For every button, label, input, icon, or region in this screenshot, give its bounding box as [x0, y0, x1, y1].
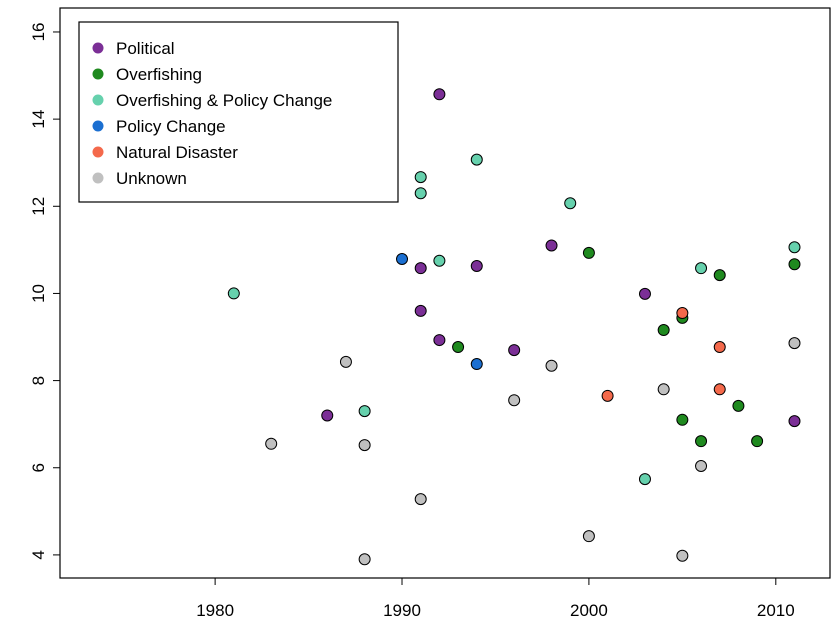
point: [732, 399, 745, 412]
point: [657, 324, 670, 337]
point: [713, 269, 726, 282]
point: [414, 304, 427, 317]
point: [433, 254, 446, 267]
point: [227, 287, 240, 300]
point: [321, 409, 334, 422]
point: [713, 383, 726, 396]
point: [414, 171, 427, 184]
point: [358, 439, 371, 452]
y-tick-label: 8: [29, 376, 48, 385]
point: [396, 253, 409, 266]
point: [695, 262, 708, 275]
legend-box: [78, 21, 399, 203]
point: [414, 493, 427, 506]
point: [788, 337, 801, 350]
legend-marker: [92, 94, 104, 106]
legend-label: Political: [116, 39, 175, 58]
point: [470, 358, 483, 371]
point: [433, 88, 446, 101]
point: [358, 405, 371, 418]
y-tick-label: 16: [29, 23, 48, 42]
y-tick-label: 4: [29, 550, 48, 559]
x-tick-label: 2010: [757, 601, 795, 620]
legend-label: Overfishing: [116, 65, 202, 84]
point: [676, 549, 689, 562]
point: [545, 239, 558, 252]
legend-label: Natural Disaster: [116, 143, 238, 162]
point: [601, 389, 614, 402]
point: [713, 341, 726, 354]
point: [414, 262, 427, 275]
legend-marker: [92, 172, 104, 184]
point: [676, 413, 689, 426]
point: [339, 355, 352, 368]
point: [508, 344, 521, 357]
x-tick-label: 1990: [383, 601, 421, 620]
point: [433, 334, 446, 347]
point: [508, 394, 521, 407]
point: [470, 259, 483, 272]
legend-label: Policy Change: [116, 117, 226, 136]
point: [788, 415, 801, 428]
point: [545, 359, 558, 372]
point: [452, 341, 465, 354]
point: [582, 530, 595, 543]
legend-marker: [92, 120, 104, 132]
point: [414, 187, 427, 200]
legend-marker: [92, 42, 104, 54]
y-tick-label: 10: [29, 284, 48, 303]
x-tick-label: 1980: [196, 601, 234, 620]
x-tick-label: 2000: [570, 601, 608, 620]
point: [638, 287, 651, 300]
point: [470, 153, 483, 166]
point: [676, 307, 689, 320]
point: [582, 246, 595, 259]
point: [564, 197, 577, 210]
legend-label: Overfishing & Policy Change: [116, 91, 332, 110]
point: [788, 258, 801, 271]
point: [265, 437, 278, 450]
legend-marker: [92, 146, 104, 158]
y-tick-label: 14: [29, 110, 48, 129]
point: [657, 383, 670, 396]
y-tick-label: 12: [29, 197, 48, 216]
legend-marker: [92, 68, 104, 80]
point: [695, 460, 708, 473]
y-tick-label: 6: [29, 463, 48, 472]
legend-label: Unknown: [116, 169, 187, 188]
point: [695, 435, 708, 448]
point: [751, 435, 764, 448]
point: [638, 473, 651, 486]
point: [358, 553, 371, 566]
point: [788, 241, 801, 254]
